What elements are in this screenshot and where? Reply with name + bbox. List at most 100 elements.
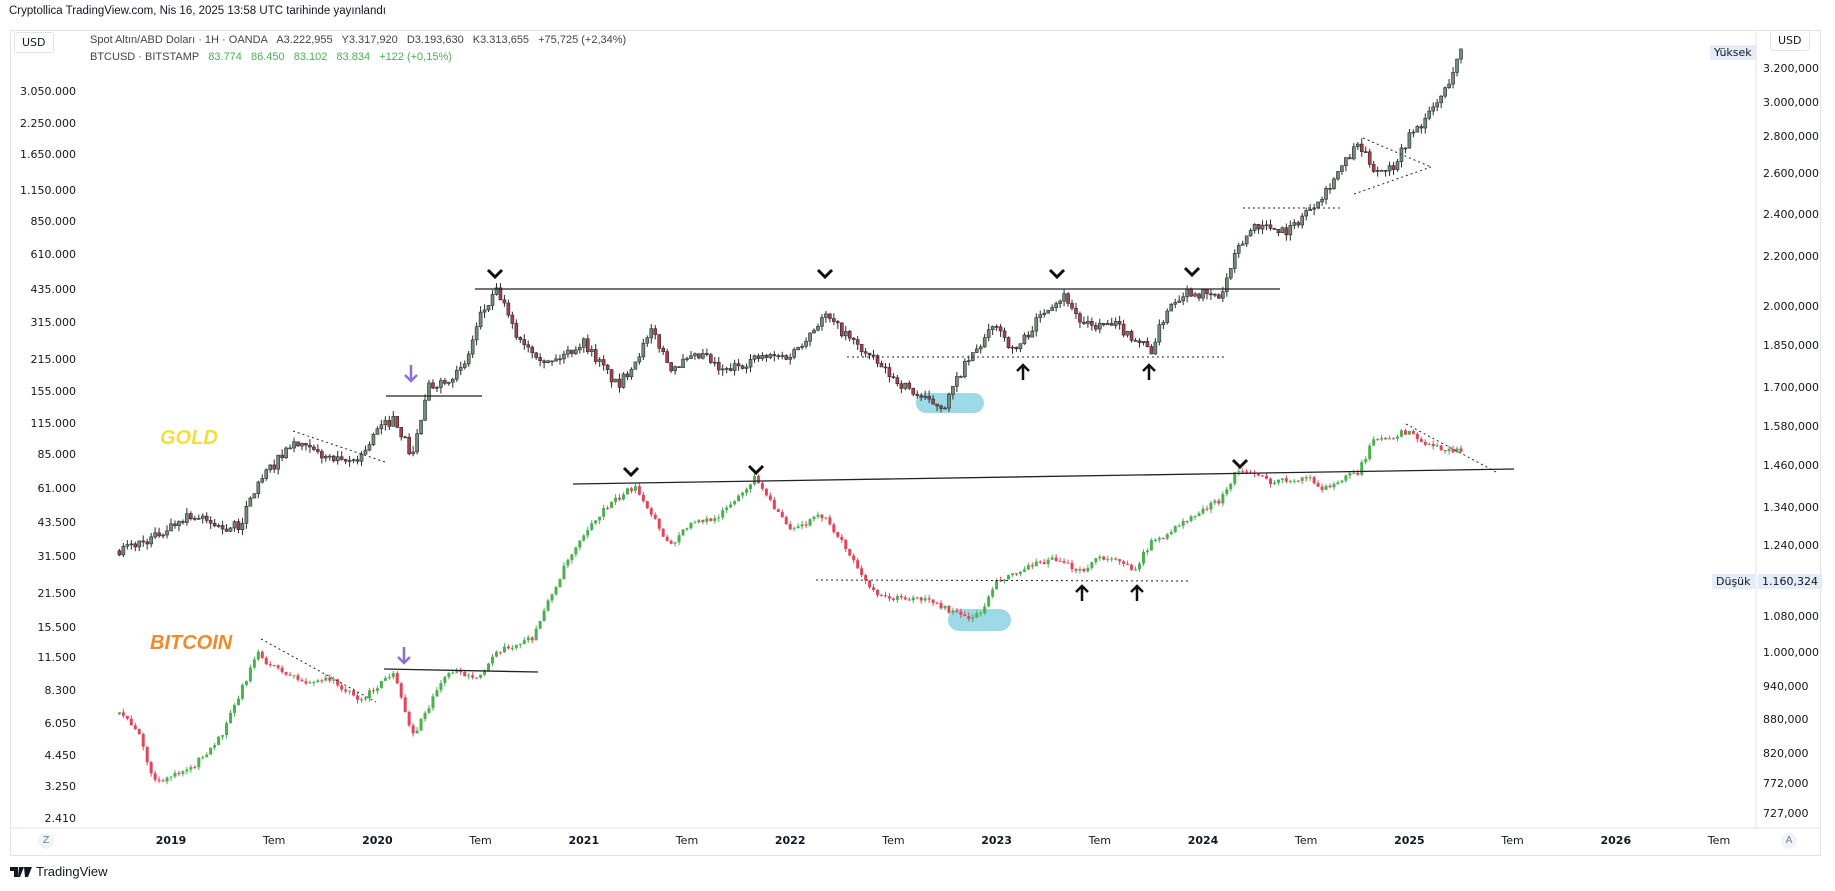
btc-candle-body [1038, 561, 1042, 563]
btc-candle-body [363, 698, 367, 700]
right-axis-tick: 1.080,000 [1763, 610, 1819, 623]
gold-candle-body [1026, 334, 1031, 338]
gold-candle-body [478, 311, 483, 328]
gold-candle-body [931, 398, 935, 405]
gold-candle-body [990, 326, 995, 331]
btc-candle-body [149, 762, 153, 774]
timezone-button[interactable]: Z [38, 833, 54, 849]
btc-candle-body [1134, 569, 1138, 571]
gold-candle-body [1010, 346, 1015, 349]
btc-candle-body [1356, 472, 1360, 475]
gold-candle-body [951, 385, 955, 395]
btc-candle-body [717, 517, 721, 519]
gold-candle-body [276, 454, 280, 470]
gold-candle-body [994, 326, 999, 328]
btc-candle-body [1288, 481, 1292, 483]
gold-candle-body [820, 317, 824, 327]
gold-candle-body [415, 433, 419, 453]
gold-candle-body [1356, 143, 1360, 148]
btc-candle-body [352, 690, 356, 696]
btc-candle-body [225, 723, 229, 736]
gold-candle-body [1391, 165, 1396, 170]
btc-candle-body [1336, 482, 1340, 484]
btc-candle-body [1316, 483, 1320, 487]
gold-candle-body [554, 358, 558, 362]
btc-candle-body [1173, 526, 1177, 533]
gold-candle-body [879, 363, 884, 368]
left-axis-tick: 2.410 [44, 812, 77, 825]
btc-candle-body [467, 675, 471, 677]
legend-gold[interactable]: Spot Altın/ABD Doları · 1H · OANDA A3.22… [90, 34, 632, 46]
btc-candle-body [1403, 430, 1407, 435]
gold-candle-body [1034, 317, 1039, 332]
gold-candle-body [919, 395, 923, 398]
btc-candle-body [1435, 445, 1439, 447]
btc-candle-body [1050, 557, 1054, 560]
btc-candle-body [209, 747, 213, 755]
btc-candle-body [125, 715, 129, 719]
gold-candle-body [621, 373, 626, 388]
left-currency-button[interactable]: USD [14, 32, 54, 53]
tradingview-logo[interactable]: TradingView [10, 864, 108, 879]
btc-candle-body [475, 677, 479, 679]
gold-candle-body [1086, 321, 1090, 324]
x-axis-tick: Tem [1501, 834, 1524, 847]
btc-candle-body [1221, 494, 1225, 504]
btc-candle-body [749, 484, 753, 490]
right-axis-tick: 727,000 [1763, 807, 1809, 820]
btc-candle-body [701, 520, 705, 522]
gold-candle-body [1125, 331, 1130, 336]
btc-candle-body [1388, 438, 1392, 440]
gold-candle-body [839, 322, 844, 337]
low-badge: Düşük [1712, 574, 1755, 589]
btc-candle-body [221, 735, 225, 737]
btc-candle-body [1368, 445, 1372, 460]
btc-support-line [815, 579, 1189, 582]
btc-candle-body [1149, 540, 1153, 551]
btc-candle-body [693, 522, 697, 524]
gold-candle-body [796, 347, 800, 350]
btc-candle-body [1296, 480, 1300, 482]
btc-candle-body [1447, 448, 1451, 452]
gold-candle-body [1439, 95, 1443, 104]
gold-candle-body [260, 478, 265, 483]
gold-candle-body [272, 464, 277, 470]
gold-candle-body [248, 497, 253, 507]
btc-candle-body [296, 675, 300, 680]
btc-candle-body [1415, 433, 1419, 440]
left-axis-tick: 155.000 [30, 385, 77, 398]
gold-candle-body [959, 376, 963, 378]
gold-candle-body [1201, 289, 1205, 299]
gold-candle-body [804, 340, 808, 347]
gold-candle-body [895, 377, 900, 385]
gold-candle-body [240, 522, 245, 531]
gold-candle-body [1300, 215, 1305, 226]
btc-candle-body [1126, 563, 1130, 565]
gold-candle-body [1002, 330, 1007, 338]
auto-scale-button[interactable]: A [1781, 833, 1797, 849]
gold-candle-body [141, 540, 146, 543]
right-axis-tick: 1.700,000 [1763, 381, 1819, 394]
left-axis-tick: 2.250.000 [20, 117, 76, 130]
gold-candle-body [943, 407, 947, 410]
chevron-down-icon [1183, 266, 1201, 278]
gold-candle-body [828, 313, 832, 319]
left-axis-tick: 11.500 [37, 651, 77, 664]
legend-btc[interactable]: BTCUSD · BITSTAMP 83.774 86.450 83.102 8… [90, 51, 458, 63]
gold-candle-body [1030, 330, 1035, 338]
btc-candle-body [1292, 480, 1296, 482]
gold-candle-body [1264, 224, 1269, 227]
gold-candle-body [558, 358, 562, 361]
btc-candle-body [530, 637, 534, 641]
btc-candle-body [356, 695, 360, 700]
btc-candle-body [907, 599, 911, 601]
gold-candle-body [470, 339, 475, 355]
btc-candle-body [792, 528, 796, 530]
gold-candle-body [323, 456, 328, 459]
btc-candle-body [518, 644, 522, 646]
right-currency-button[interactable]: USD [1770, 30, 1810, 51]
gold-candle-body [1284, 227, 1289, 236]
gold-candle-body [1165, 310, 1170, 323]
btc-candle-body [1443, 450, 1447, 452]
